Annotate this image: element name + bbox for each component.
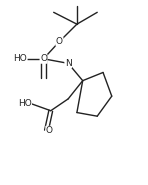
Text: N: N bbox=[65, 59, 72, 68]
Text: HO: HO bbox=[13, 54, 27, 63]
Text: O: O bbox=[46, 126, 53, 135]
Text: HO: HO bbox=[18, 99, 32, 108]
Text: O: O bbox=[56, 37, 63, 46]
Text: O: O bbox=[40, 54, 47, 63]
